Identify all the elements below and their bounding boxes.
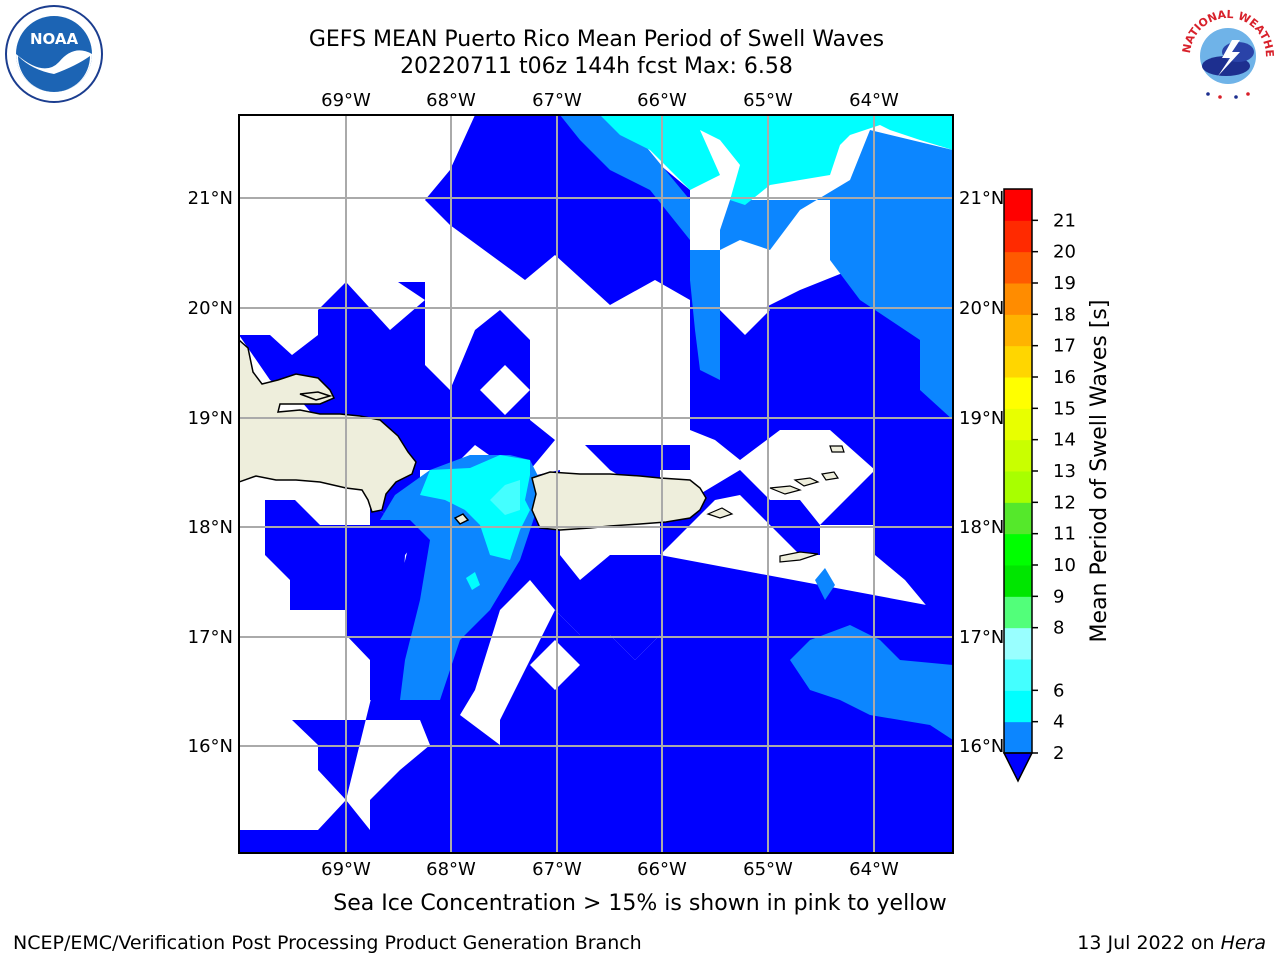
colorbar-tick-label: 21 (1053, 210, 1076, 231)
colorbar-segment (1004, 565, 1032, 597)
chart-title-line2: 20220711 t06z 144h fcst Max: 6.58 (400, 54, 793, 79)
colorbar-tick-label: 11 (1053, 524, 1076, 545)
swell-period-8-region (490, 480, 520, 515)
colorbar-segment (1004, 314, 1032, 347)
colorbar-tick-label: 18 (1053, 304, 1076, 325)
lat-label: 19°N (188, 408, 233, 429)
lon-labels-top: 69°W 68°W 67°W 66°W 65°W 64°W (321, 90, 899, 111)
lon-label: 67°W (532, 859, 582, 880)
lon-label: 69°W (321, 859, 371, 880)
lon-label: 65°W (743, 90, 793, 111)
lon-label: 67°W (532, 90, 582, 111)
date-text: 13 Jul 2022 on Hera (1077, 932, 1266, 954)
date-value: 13 Jul 2022 on (1077, 932, 1215, 954)
colorbar-tick-label: 17 (1053, 336, 1076, 357)
lat-label: 21°N (959, 188, 1004, 209)
noaa-logo-icon: NOAA (5, 5, 103, 103)
lat-label: 17°N (188, 627, 233, 648)
colorbar-segment (1004, 627, 1032, 660)
lat-label: 19°N (959, 408, 1004, 429)
map-gridlines (239, 115, 953, 853)
lon-label: 66°W (637, 859, 687, 880)
lat-label: 18°N (959, 517, 1004, 538)
hispaniola-land (239, 338, 417, 513)
lat-label: 20°N (959, 298, 1004, 319)
svg-text:NOAA: NOAA (30, 30, 79, 48)
colorbar-segment (1004, 189, 1032, 221)
colorbar-under-arrow (1002, 752, 1034, 783)
lon-label: 65°W (743, 859, 793, 880)
colorbar-segment (1004, 502, 1032, 535)
colorbar-segment (1004, 283, 1032, 315)
colorbar-segment (1004, 345, 1032, 378)
swell-period-6-8-region (420, 115, 953, 590)
machine-name: Hera (1220, 932, 1266, 954)
colorbar-segment (1004, 471, 1032, 503)
colorbar-tick-label: 2 (1053, 743, 1064, 764)
sea-ice-note: Sea Ice Concentration > 15% is shown in … (333, 891, 947, 916)
colorbar-label: Mean Period of Swell Waves [s] (1087, 300, 1112, 643)
lon-label: 66°W (637, 90, 687, 111)
virgin-islands-land (706, 445, 845, 563)
colorbar-segment (1004, 439, 1032, 472)
lon-label: 68°W (426, 859, 476, 880)
colorbar-segment (1004, 220, 1032, 253)
colorbar-tick-label: 12 (1053, 492, 1076, 513)
colorbar-tick-label: 8 (1053, 618, 1064, 639)
colorbar: 2 4 6 8 9 10 11 12 13 14 15 16 17 18 19 20 21 (1002, 188, 1076, 783)
lat-label: 21°N (188, 188, 233, 209)
map-frame (238, 114, 954, 854)
colorbar-segment (1004, 377, 1032, 409)
colorbar-segment (1004, 690, 1032, 723)
masked-region (480, 285, 770, 690)
lon-label: 64°W (849, 90, 899, 111)
colorbar-segment (1004, 721, 1032, 754)
colorbar-segment (1004, 533, 1032, 566)
lat-labels-left: 21°N 20°N 19°N 18°N 17°N 16°N (188, 188, 233, 757)
colorbar-tick-label: 9 (1053, 586, 1064, 607)
lon-label: 69°W (321, 90, 371, 111)
lat-label: 16°N (959, 736, 1004, 757)
colorbar-tick-label: 16 (1053, 367, 1076, 388)
lat-label: 17°N (959, 627, 1004, 648)
lon-label: 68°W (426, 90, 476, 111)
colorbar-tick-label: 10 (1053, 555, 1076, 576)
colorbar-segment (1004, 408, 1032, 441)
colorbar-segment (1004, 659, 1032, 691)
lat-label: 16°N (188, 736, 233, 757)
lat-label: 18°N (188, 517, 233, 538)
lon-labels-bottom: 69°W 68°W 67°W 66°W 65°W 64°W (321, 859, 899, 880)
colorbar-tick-label: 14 (1053, 430, 1076, 451)
colorbar-tick-label: 4 (1053, 712, 1064, 733)
colorbar-tick-label: 20 (1053, 242, 1076, 263)
colorbar-tick-label: 13 (1053, 461, 1076, 482)
colorbar-tick-label: 19 (1053, 273, 1076, 294)
nws-logo-icon: NATIONAL WEATHER SERVICE (1178, 4, 1276, 101)
lat-label: 20°N (188, 298, 233, 319)
colorbar-tick-label: 6 (1053, 680, 1064, 701)
colorbar-segment (1004, 251, 1032, 284)
colorbar-tick-label: 15 (1053, 398, 1076, 419)
lon-label: 64°W (849, 859, 899, 880)
colorbar-segment (1004, 596, 1032, 629)
lat-labels-right: 21°N 20°N 19°N 18°N 17°N 16°N (959, 188, 1004, 757)
chart-title-line1: GEFS MEAN Puerto Rico Mean Period of Swe… (308, 27, 885, 52)
map-plot-area (239, 115, 953, 853)
credit-text: NCEP/EMC/Verification Post Processing Pr… (13, 932, 642, 954)
